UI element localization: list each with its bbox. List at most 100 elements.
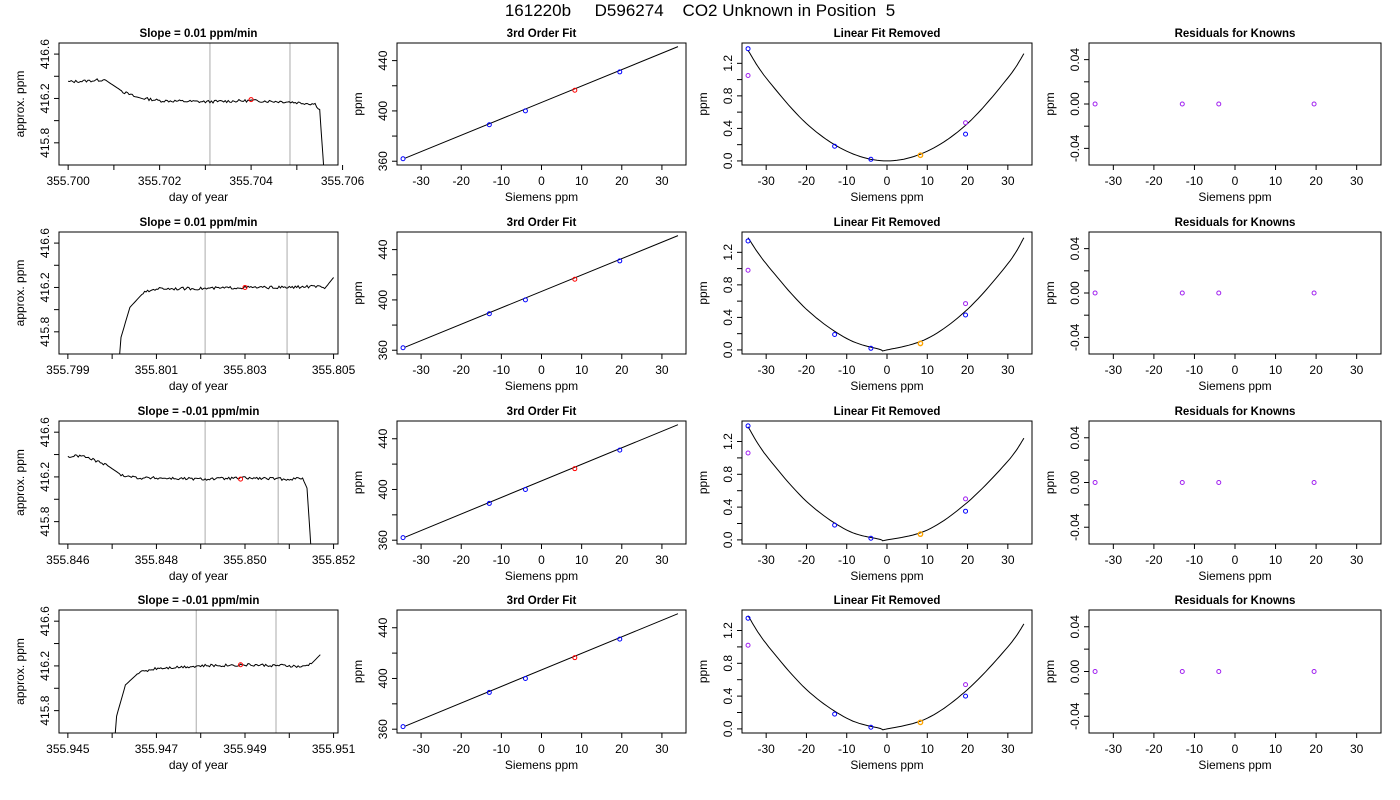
panel-title: Linear Fit Removed [834, 406, 941, 418]
known-standard-point [832, 143, 838, 149]
known-standard-point [868, 345, 874, 351]
plot-area [1092, 290, 1317, 296]
y-tick-label: 0.00 [1068, 92, 1082, 116]
x-tick-label: 355.700 [46, 174, 90, 188]
panel-r4-c3: Linear Fit Removed -30 -20 -10 0 10 20 30 0.0 0.4… [696, 595, 1033, 772]
x-tick-label: 30 [1001, 174, 1015, 188]
unknown-sample-marker [238, 662, 244, 668]
quadratic-curve [747, 50, 1025, 162]
raw-point [963, 120, 969, 126]
x-tick-label: 0 [884, 553, 891, 567]
plot-area [1092, 480, 1317, 485]
y-axis-label: ppm [351, 92, 365, 115]
residual-point [1311, 290, 1317, 296]
x-tick-label: -30 [412, 174, 430, 188]
known-standard-point [745, 238, 751, 244]
x-tick-label: -30 [757, 553, 775, 567]
y-axis-label: approx. ppm [13, 638, 27, 705]
x-tick-label: 30 [655, 553, 669, 567]
x-tick-label: -30 [412, 742, 430, 756]
fit-line [404, 46, 679, 159]
panel-title: Linear Fit Removed [834, 217, 941, 229]
x-tick-label: 10 [1269, 174, 1283, 188]
x-tick-label: 355.706 [321, 174, 365, 188]
x-tick-label: -10 [838, 363, 856, 377]
x-axis-label: Siemens ppm [505, 190, 578, 204]
residual-point [1216, 290, 1222, 296]
y-tick-label: 360 [376, 340, 390, 360]
y-axis-label: ppm [1043, 92, 1057, 115]
x-axis-label: Siemens ppm [505, 758, 578, 772]
raw-point [963, 496, 969, 502]
plot-frame [58, 609, 339, 734]
y-tick-label: 400 [376, 290, 390, 310]
x-axis-label: day of year [169, 569, 228, 583]
y-tick-label: 440 [376, 239, 390, 259]
panel-title: Slope = 0.01 ppm/min [140, 28, 258, 40]
x-tick-label: 20 [1309, 553, 1323, 567]
residual-point [1179, 101, 1185, 107]
y-tick-label: 0.04 [1068, 237, 1082, 261]
plot-area [119, 277, 334, 354]
panel-r3-c4: Residuals for Knowns -30 -20 -10 0 10 20 30 -0.0… [1043, 406, 1382, 583]
y-tick-label: 416.6 [38, 39, 52, 69]
x-tick-label: 355.704 [229, 174, 273, 188]
x-tick-label: 0 [538, 742, 545, 756]
x-tick-label: -10 [838, 742, 856, 756]
x-tick-label: -20 [798, 174, 816, 188]
y-tick-label: 415.8 [38, 127, 52, 157]
x-tick-label: 355.803 [223, 363, 267, 377]
x-tick-label: 10 [575, 174, 589, 188]
x-tick-label: -20 [1145, 174, 1163, 188]
x-axis-label: day of year [169, 379, 228, 393]
x-tick-label: -20 [1145, 363, 1163, 377]
unknown-point [917, 719, 924, 726]
residual-point [1216, 480, 1222, 485]
known-standard-point [963, 508, 969, 514]
panel-r1-c3: Linear Fit Removed -30 -20 -10 0 10 20 30 0.0 0.4… [696, 28, 1033, 204]
y-tick-label: 440 [376, 50, 390, 70]
y-tick-label: 0.4 [721, 309, 735, 326]
panel-title: Residuals for Knowns [1175, 217, 1296, 229]
residual-point [1092, 290, 1098, 296]
known-standard-point [868, 535, 874, 541]
plot-area [400, 613, 679, 730]
concentration-trace [67, 454, 312, 544]
y-tick-label: -0.04 [1068, 702, 1082, 730]
known-standard-point [400, 156, 406, 162]
x-tick-label: -20 [453, 553, 471, 567]
x-tick-label: 10 [1269, 742, 1283, 756]
plot-frame [58, 42, 339, 166]
known-standard-point [522, 297, 528, 303]
y-axis-label: ppm [351, 281, 365, 304]
x-tick-label: 30 [655, 742, 669, 756]
plot-area [1092, 669, 1317, 674]
panel-r4-c4: Residuals for Knowns -30 -20 -10 0 10 20 30 -0.0… [1043, 595, 1382, 772]
y-axis-label: ppm [696, 660, 710, 683]
x-tick-label: 0 [1232, 553, 1239, 567]
raw-point [745, 450, 751, 456]
panel-title: Linear Fit Removed [834, 595, 941, 607]
known-standard-point [832, 331, 838, 337]
x-tick-label: 10 [575, 363, 589, 377]
y-axis-label: ppm [1043, 281, 1057, 304]
y-tick-label: 416.2 [38, 651, 52, 681]
y-tick-label: 360 [376, 530, 390, 550]
quadratic-curve [747, 237, 1025, 352]
y-tick-label: 400 [376, 668, 390, 688]
x-tick-label: -30 [412, 363, 430, 377]
y-tick-label: 1.2 [721, 244, 735, 261]
x-tick-label: 10 [575, 553, 589, 567]
known-standard-point [617, 447, 623, 453]
y-tick-label: 1.2 [721, 433, 735, 450]
x-tick-label: -10 [493, 363, 511, 377]
x-tick-label: 10 [921, 174, 935, 188]
raw-point [963, 301, 969, 307]
fit-line [404, 424, 679, 538]
known-standard-point [963, 312, 969, 318]
x-tick-label: 355.949 [223, 742, 267, 756]
panel-r2-c3: Linear Fit Removed -30 -20 -10 0 10 20 30 0.0 0.4… [696, 217, 1033, 393]
plot-frame [741, 231, 1033, 355]
unknown-point [572, 87, 578, 93]
